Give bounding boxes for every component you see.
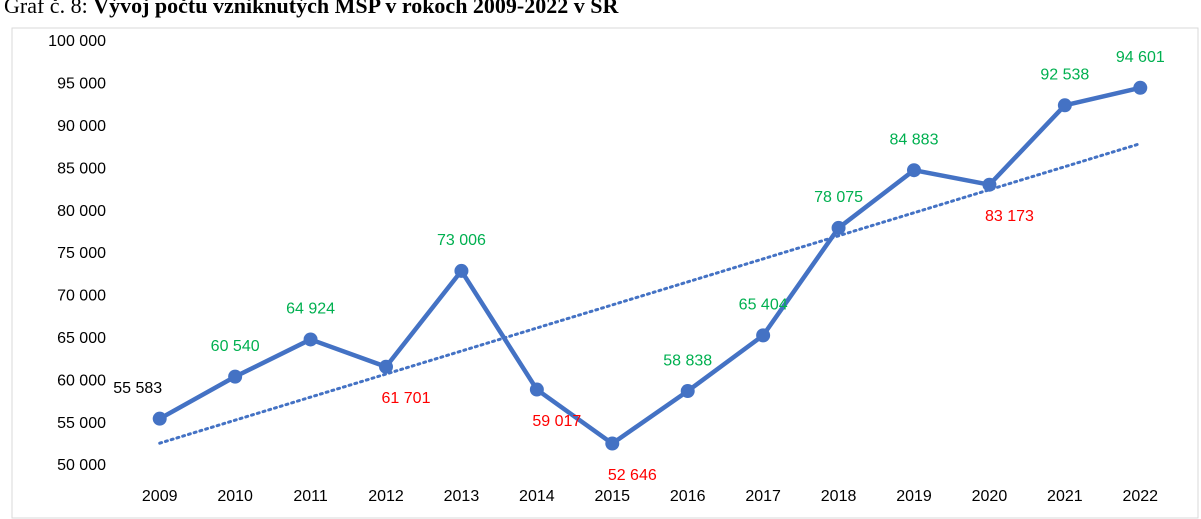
data-label: 58 838	[663, 352, 712, 369]
data-point	[907, 163, 921, 178]
y-tick-label: 55 000	[57, 415, 106, 432]
y-tick-label: 70 000	[57, 288, 106, 305]
data-point	[228, 369, 243, 384]
data-point	[454, 263, 469, 278]
y-tick-label: 80 000	[57, 203, 106, 220]
x-tick-label: 2010	[217, 488, 253, 505]
y-tick-label: 90 000	[57, 118, 106, 135]
x-tick-label: 2012	[368, 488, 404, 505]
x-tick-label: 2018	[821, 488, 857, 505]
data-label: 94 601	[1116, 49, 1165, 66]
data-label: 55 583	[113, 380, 162, 397]
y-tick-label: 75 000	[57, 245, 106, 262]
data-label: 92 538	[1040, 66, 1089, 83]
y-tick-label: 100 000	[48, 33, 106, 50]
data-label: 64 924	[286, 301, 335, 318]
data-point	[756, 328, 771, 343]
chart-title: Graf č. 8: Vývoj počtu vzniknutých MSP v…	[4, 0, 619, 18]
data-point	[152, 411, 167, 426]
x-tick-label: 2011	[293, 488, 328, 505]
data-point	[982, 177, 997, 192]
data-point	[680, 384, 695, 399]
y-tick-label: 95 000	[57, 76, 106, 93]
y-tick-label: 65 000	[57, 330, 106, 347]
data-point	[831, 220, 846, 235]
title-text: Vývoj počtu vzniknutých MSP v rokoch 200…	[93, 0, 619, 18]
y-tick-label: 50 000	[57, 457, 106, 474]
data-point	[529, 382, 544, 397]
data-label: 83 173	[985, 208, 1034, 225]
x-tick-label: 2020	[972, 488, 1008, 505]
data-point	[1133, 80, 1148, 95]
data-point	[1057, 98, 1072, 113]
data-point	[303, 332, 318, 347]
y-tick-label: 60 000	[57, 372, 106, 389]
x-tick-label: 2013	[444, 488, 480, 505]
x-tick-label: 2021	[1047, 488, 1083, 505]
x-tick-label: 2017	[745, 488, 781, 505]
data-label: 65 404	[739, 297, 788, 314]
x-tick-label: 2022	[1122, 488, 1158, 505]
series-line	[158, 85, 1141, 446]
data-label: 52 646	[608, 467, 657, 484]
x-tick-label: 2016	[670, 488, 706, 505]
data-label: 60 540	[211, 338, 260, 355]
x-tick-label: 2009	[142, 488, 178, 505]
x-tick-label: 2019	[896, 488, 932, 505]
data-label: 78 075	[814, 189, 863, 206]
data-label: 84 883	[890, 131, 939, 148]
x-tick-label: 2014	[519, 488, 555, 505]
y-tick-label: 85 000	[57, 160, 106, 177]
title-prefix: Graf č. 8:	[4, 0, 88, 18]
chart-frame	[11, 27, 1199, 519]
data-label: 73 006	[437, 232, 486, 249]
data-point	[605, 436, 620, 451]
data-point	[379, 359, 393, 374]
data-label: 61 701	[382, 390, 431, 407]
trendline	[158, 142, 1142, 445]
data-label: 59 017	[532, 413, 581, 430]
x-tick-label: 2015	[594, 488, 630, 505]
